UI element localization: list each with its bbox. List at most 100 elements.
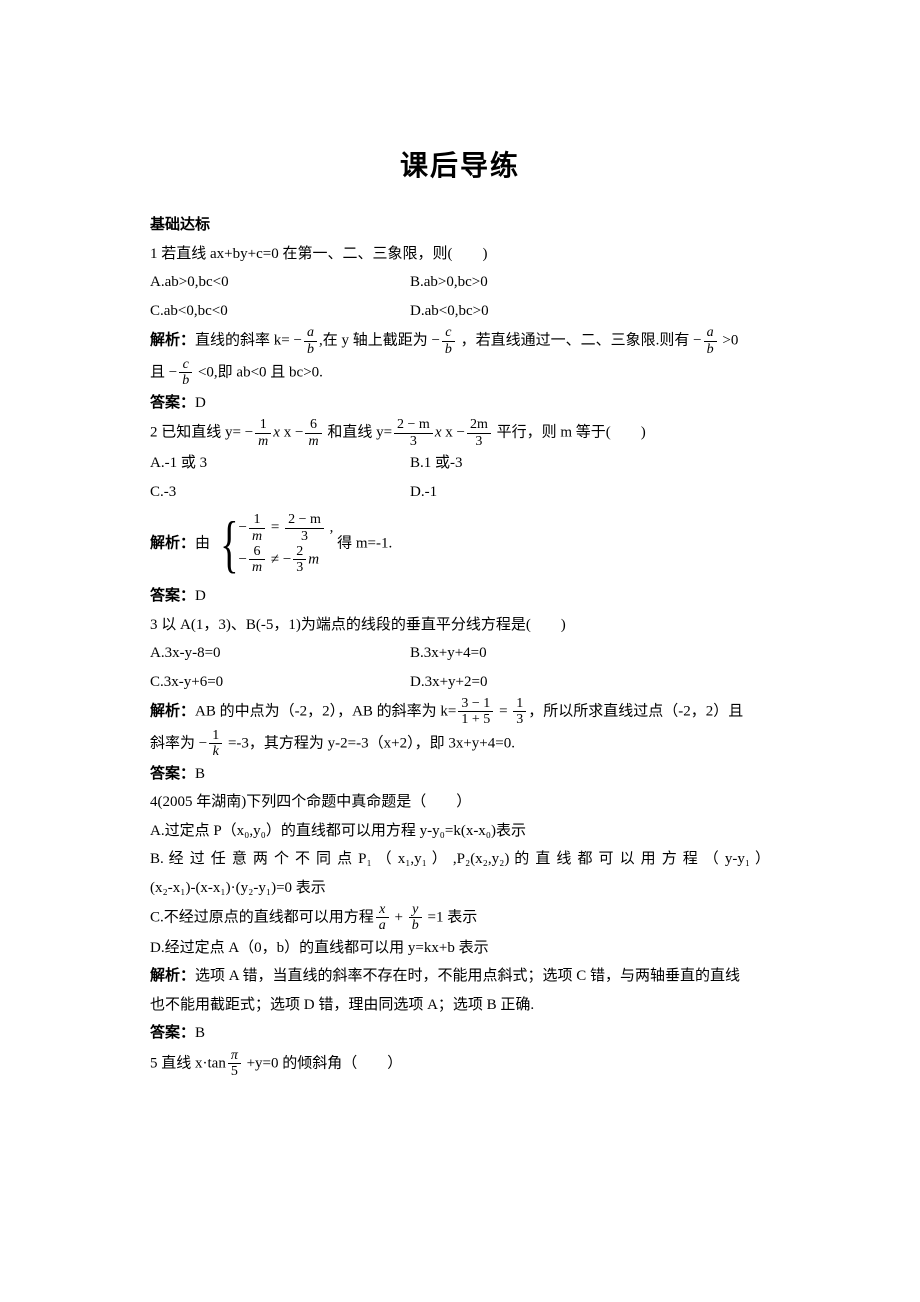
- frac-1-3: 13: [513, 696, 526, 728]
- analysis-label: 解析：: [150, 535, 195, 551]
- text: x −: [442, 425, 465, 441]
- section-heading: 基础达标: [150, 211, 770, 240]
- answer-value: D: [195, 588, 206, 604]
- answer-label: 答案：: [150, 766, 195, 782]
- q1-opt-a: A.ab>0,bc<0: [150, 268, 410, 297]
- question-3: 3 以 A(1，3)、B(-5，1)为端点的线段的垂直平分线方程是( ) A.3…: [150, 611, 770, 789]
- text: 2 已知直线 y= −: [150, 425, 253, 441]
- q2-options-row1: A.-1 或 3 B.1 或-3: [150, 449, 770, 478]
- frac-6-m: 6m: [305, 417, 321, 449]
- plus: +: [391, 909, 407, 925]
- fraction-c-over-b: cb: [442, 325, 455, 357]
- eq: =: [495, 703, 511, 719]
- q2-answer: 答案：D: [150, 582, 770, 611]
- q1-options-row1: A.ab>0,bc<0 B.ab>0,bc>0: [150, 268, 770, 297]
- q2-options-row2: C.-3 D.-1: [150, 478, 770, 507]
- text: >0: [719, 333, 739, 349]
- q1-analysis-line1: 解析：直线的斜率 k= −ab,在 y 轴上截距为 −cb ，若直线通过一、二、…: [150, 325, 770, 357]
- frac-2mm-3: 2 − m3: [394, 417, 433, 449]
- text: 斜率为 −: [150, 735, 207, 751]
- q1-opt-c: C.ab<0,bc<0: [150, 297, 410, 326]
- q2-opt-b: B.1 或-3: [410, 449, 463, 478]
- q3-options-row1: A.3x-y-8=0 B.3x+y+4=0: [150, 639, 770, 668]
- answer-label: 答案：: [150, 588, 195, 604]
- q2-opt-c: C.-3: [150, 478, 410, 507]
- frac-y-b: yb: [409, 902, 422, 934]
- eq1: −1m = 2 − m3 ,: [239, 512, 334, 544]
- q4-analysis-line1: 解析：选项 A 错，当直线的斜率不存在时，不能用点斜式；选项 C 错，与两轴垂直…: [150, 962, 770, 991]
- text: ，若直线通过一、二、三象限.则有 −: [457, 333, 702, 349]
- question-1: 1 若直线 ax+by+c=0 在第一、二、三象限，则( ) A.ab>0,bc…: [150, 240, 770, 418]
- q4-analysis-line2: 也不能用截距式；选项 D 错，理由同选项 A；选项 B 正确.: [150, 991, 770, 1020]
- eq2: −6m ≠ −23m: [239, 544, 334, 576]
- q3-opt-d: D.3x+y+2=0: [410, 668, 487, 697]
- q1-analysis-line2: 且 −cb <0,即 ab<0 且 bc>0.: [150, 357, 770, 389]
- frac-31-15: 3 − 11 + 5: [458, 696, 493, 728]
- q4-opt-d: D.经过定点 A（0，b）的直线都可以用 y=kx+b 表示: [150, 934, 770, 963]
- fraction-a-over-b-2: ab: [704, 325, 717, 357]
- text: <0,即 ab<0 且 bc>0.: [194, 364, 323, 380]
- text: C.不经过原点的直线都可以用方程: [150, 909, 374, 925]
- analysis-label: 解析：: [150, 968, 195, 984]
- system-equations: −1m = 2 − m3 , −6m ≠ −23m: [239, 512, 334, 576]
- q2-stem: 2 已知直线 y= −1mx x −6m 和直线 y=2 − m3x x −2m…: [150, 417, 770, 449]
- q2-opt-a: A.-1 或 3: [150, 449, 410, 478]
- analysis-label: 解析：: [150, 333, 195, 349]
- text: ,在 y 轴上截距为 −: [319, 333, 440, 349]
- q1-stem: 1 若直线 ax+by+c=0 在第一、二、三象限，则( ): [150, 240, 770, 269]
- text: 平行，则 m 等于( ): [493, 425, 646, 441]
- answer-label: 答案：: [150, 1025, 195, 1041]
- frac-pi-5: π5: [228, 1048, 241, 1080]
- fraction-a-over-b: ab: [304, 325, 317, 357]
- q2-analysis: 解析：由 { −1m = 2 − m3 , −6m ≠ −23m 得 m=-1.: [150, 512, 770, 576]
- q4-stem: 4(2005 年湖南)下列四个命题中真命题是（ ）: [150, 788, 770, 817]
- left-brace-icon: {: [220, 512, 238, 576]
- frac-x-a: xa: [376, 902, 389, 934]
- q1-opt-b: B.ab>0,bc>0: [410, 268, 488, 297]
- document-page: 课后导练 基础达标 1 若直线 ax+by+c=0 在第一、二、三象限，则( )…: [0, 0, 920, 1302]
- answer-value: B: [195, 766, 205, 782]
- answer-label: 答案：: [150, 395, 195, 411]
- q4-opt-c: C.不经过原点的直线都可以用方程xa + yb =1 表示: [150, 902, 770, 934]
- q1-opt-d: D.ab<0,bc>0: [410, 297, 489, 326]
- frac-1-k: 1k: [209, 728, 222, 760]
- analysis-label: 解析：: [150, 703, 195, 719]
- text: =1 表示: [424, 909, 477, 925]
- q3-opt-c: C.3x-y+6=0: [150, 668, 410, 697]
- q5-stem-a: 5 直线 x·tan: [150, 1055, 226, 1071]
- question-2: 2 已知直线 y= −1mx x −6m 和直线 y=2 − m3x x −2m…: [150, 417, 770, 610]
- answer-value: B: [195, 1025, 205, 1041]
- text: 由: [195, 535, 210, 551]
- text: AB 的中点为（-2，2），AB 的斜率为 k=: [195, 703, 456, 719]
- q2-opt-d: D.-1: [410, 478, 437, 507]
- question-5: 5 直线 x·tanπ5 +y=0 的倾斜角（ ）: [150, 1048, 770, 1080]
- fraction-c-over-b-2: cb: [179, 357, 192, 389]
- q3-stem: 3 以 A(1，3)、B(-5，1)为端点的线段的垂直平分线方程是( ): [150, 611, 770, 640]
- q4-answer: 答案：B: [150, 1019, 770, 1048]
- text: 得 m=-1.: [337, 535, 392, 551]
- question-4: 4(2005 年湖南)下列四个命题中真命题是（ ） A.过定点 P（x₀,y₀）…: [150, 788, 770, 1048]
- text: 选项 A 错，当直线的斜率不存在时，不能用点斜式；选项 C 错，与两轴垂直的直线: [195, 968, 740, 984]
- q3-options-row2: C.3x-y+6=0 D.3x+y+2=0: [150, 668, 770, 697]
- system-brace: { −1m = 2 − m3 , −6m ≠ −23m: [214, 512, 334, 576]
- q3-analysis-line2: 斜率为 −1k =-3，其方程为 y-2=-3（x+2），即 3x+y+4=0.: [150, 728, 770, 760]
- q5-stem-b: +y=0 的倾斜角（ ）: [243, 1055, 402, 1071]
- text: =-3，其方程为 y-2=-3（x+2），即 3x+y+4=0.: [224, 735, 515, 751]
- q3-answer: 答案：B: [150, 760, 770, 789]
- q3-opt-b: B.3x+y+4=0: [410, 639, 487, 668]
- q3-opt-a: A.3x-y-8=0: [150, 639, 410, 668]
- text: x −: [280, 425, 303, 441]
- frac-1-m: 1m: [255, 417, 271, 449]
- text: 和直线 y=: [324, 425, 392, 441]
- text: ，所以所求直线过点（-2，2）且: [528, 703, 743, 719]
- q4-opt-b-1: B. 经 过 任 意 两 个 不 同 点 P₁ （ x₁,y₁ ） ,P₂(x₂…: [150, 845, 770, 874]
- q4-opt-b-2: (x₂-x₁)-(x-x₁)·(y₂-y₁)=0 表示: [150, 874, 770, 903]
- q4-opt-a: A.过定点 P（x₀,y₀）的直线都可以用方程 y-y₀=k(x-x₀)表示: [150, 817, 770, 846]
- q1-options-row2: C.ab<0,bc<0 D.ab<0,bc>0: [150, 297, 770, 326]
- answer-value: D: [195, 395, 206, 411]
- text: 直线的斜率 k= −: [195, 333, 302, 349]
- text: 且 −: [150, 364, 177, 380]
- q3-analysis-line1: 解析：AB 的中点为（-2，2），AB 的斜率为 k=3 − 11 + 5 = …: [150, 696, 770, 728]
- page-title: 课后导练: [150, 140, 770, 193]
- frac-2m-3: 2m3: [467, 417, 491, 449]
